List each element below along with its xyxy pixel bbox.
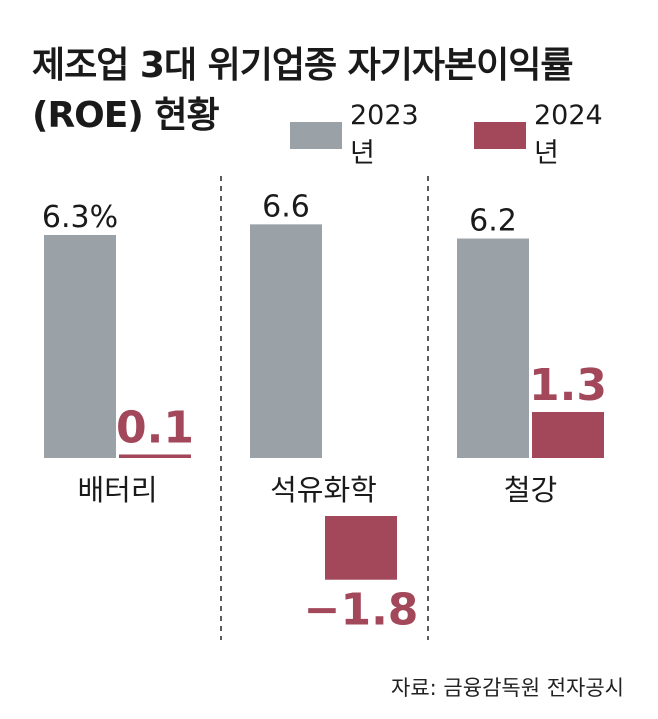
category-label-1: 배터리 — [77, 473, 157, 507]
legend-label-2024: 2024년 — [533, 100, 603, 169]
value-label-2024-1: 0.1 — [116, 402, 194, 453]
category-label-2: 석유화학 — [270, 473, 377, 507]
value-label-2024-2: −1.8 — [304, 585, 419, 636]
value-label-2023-1: 6.3% — [42, 200, 118, 235]
legend: 2023년 2024년 — [290, 100, 658, 170]
bar-2023-3 — [457, 238, 529, 458]
value-label-2024-3: 1.3 — [529, 360, 607, 411]
chart-title: 제조업 3대 위기업종 자기자본이익률 — [32, 45, 573, 86]
bar-2024-3 — [532, 411, 604, 458]
value-label-2023-2: 6.6 — [262, 189, 310, 224]
legend-item-2024: 2024년 — [474, 100, 624, 170]
bar-2023-2 — [250, 224, 322, 458]
legend-swatch-2023 — [290, 121, 342, 149]
source-note: 자료: 금융감독원 전자공시 — [391, 676, 624, 700]
category-label-3: 철강 — [504, 473, 557, 507]
bar-2024-1 — [119, 454, 191, 458]
value-label-2023-3: 6.2 — [469, 204, 517, 239]
chart-title-line2: (ROE) 현황 — [32, 95, 220, 136]
bar-2024-2 — [325, 516, 397, 580]
legend-item-2023: 2023년 — [290, 100, 440, 170]
legend-label-2023: 2023년 — [349, 100, 419, 169]
legend-swatch-2024 — [474, 121, 526, 149]
bar-2023-1 — [44, 234, 116, 458]
